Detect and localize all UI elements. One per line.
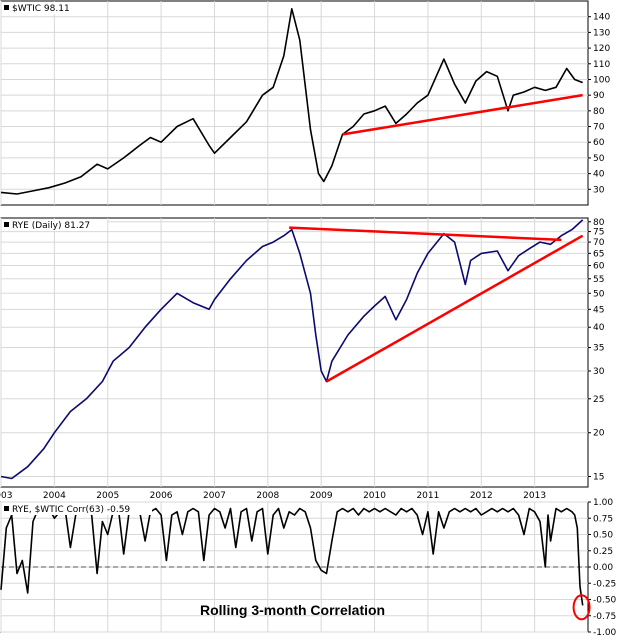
y-tick-label: -0.25 xyxy=(593,579,616,589)
y-tick-label: 0.50 xyxy=(593,531,613,541)
legend-swatch xyxy=(4,506,9,511)
y-tick-label: 90 xyxy=(593,91,605,101)
x-tick-label: 2008 xyxy=(256,491,279,501)
series-line-wtic xyxy=(0,8,583,195)
y-tick-label: 0.00 xyxy=(593,563,613,573)
y-tick-label: 75 xyxy=(593,228,604,238)
x-tick-label: 2006 xyxy=(150,491,173,501)
series-line-rye xyxy=(0,219,584,480)
x-tick-label: 2005 xyxy=(96,491,119,501)
x-tick-label: 2013 xyxy=(523,491,546,501)
y-tick-label: 80 xyxy=(593,218,605,228)
y-tick-label: 100 xyxy=(593,75,610,85)
x-tick-label: 2012 xyxy=(470,491,493,501)
annotation-text: Rolling 3-month Correlation xyxy=(200,602,385,618)
panel-frame xyxy=(0,217,589,488)
y-tick-label: 15 xyxy=(593,473,604,483)
y-tick-label: 60 xyxy=(593,262,605,272)
trendline xyxy=(342,93,583,136)
y-tick-label: 30 xyxy=(593,367,605,377)
panel-label-bg xyxy=(2,219,108,231)
y-tick-label: -0.50 xyxy=(593,596,617,606)
panel-label-bg xyxy=(2,2,74,14)
y-tick-label: 110 xyxy=(593,60,610,70)
y-tick-label: 0.75 xyxy=(593,514,613,524)
y-tick-label: 70 xyxy=(593,238,605,248)
x-tick-label: 2009 xyxy=(310,491,333,501)
y-tick-label: 0.25 xyxy=(593,547,613,557)
panel-label-bg xyxy=(2,503,152,515)
y-tick-label: 40 xyxy=(593,323,605,333)
y-tick-label: 130 xyxy=(593,28,610,38)
y-tick-label: 140 xyxy=(593,13,610,23)
panel-frame xyxy=(0,0,589,206)
legend-swatch xyxy=(4,5,9,10)
y-tick-label: 20 xyxy=(593,429,605,439)
y-tick-label: 35 xyxy=(593,344,604,354)
y-tick-label: 50 xyxy=(593,154,605,164)
panel-bottom: 1.00 0.75 0.50 0.25 0.00 -0.25 -0.50 -0.75 -1.00… xyxy=(0,498,617,638)
y-tick-label: 80 xyxy=(593,107,605,117)
x-tick-label: 2007 xyxy=(203,491,226,501)
y-tick-label: 55 xyxy=(593,275,604,285)
trendline xyxy=(289,226,562,242)
trendline xyxy=(325,234,584,383)
x-tick-label: 2010 xyxy=(363,491,386,501)
y-tick-label: -0.75 xyxy=(593,612,616,622)
y-tick-label: 30 xyxy=(593,185,605,195)
y-tick-label: 50 xyxy=(593,289,605,299)
series-line-corr63 xyxy=(0,507,584,606)
panel-top: 30 40 50 60 70 80 90 100 110 120 130 140 $WTIC 98.11 xyxy=(0,0,610,206)
panel-label: RYE, $WTIC Corr(63) -0.59 xyxy=(12,505,130,515)
y-tick-label: 60 xyxy=(593,138,605,148)
y-tick-label: 1.00 xyxy=(593,498,613,508)
x-tick-label: 2011 xyxy=(416,491,439,501)
y-tick-label: 65 xyxy=(593,249,604,259)
legend-swatch xyxy=(4,222,9,227)
panel-label: $WTIC 98.11 xyxy=(12,4,70,14)
y-tick-label: 45 xyxy=(593,305,604,315)
x-tick-label: 2004 xyxy=(43,491,66,501)
x-tick-label: 2003 xyxy=(0,491,12,501)
y-tick-label: 70 xyxy=(593,123,605,133)
y-tick-label: 120 xyxy=(593,44,610,54)
y-tick-label: -1.00 xyxy=(593,628,617,638)
y-tick-label: 40 xyxy=(593,170,605,180)
y-tick-label: 25 xyxy=(593,395,604,405)
panel-label: RYE (Daily) 81.27 xyxy=(12,221,90,231)
highlight-circle xyxy=(572,594,591,621)
